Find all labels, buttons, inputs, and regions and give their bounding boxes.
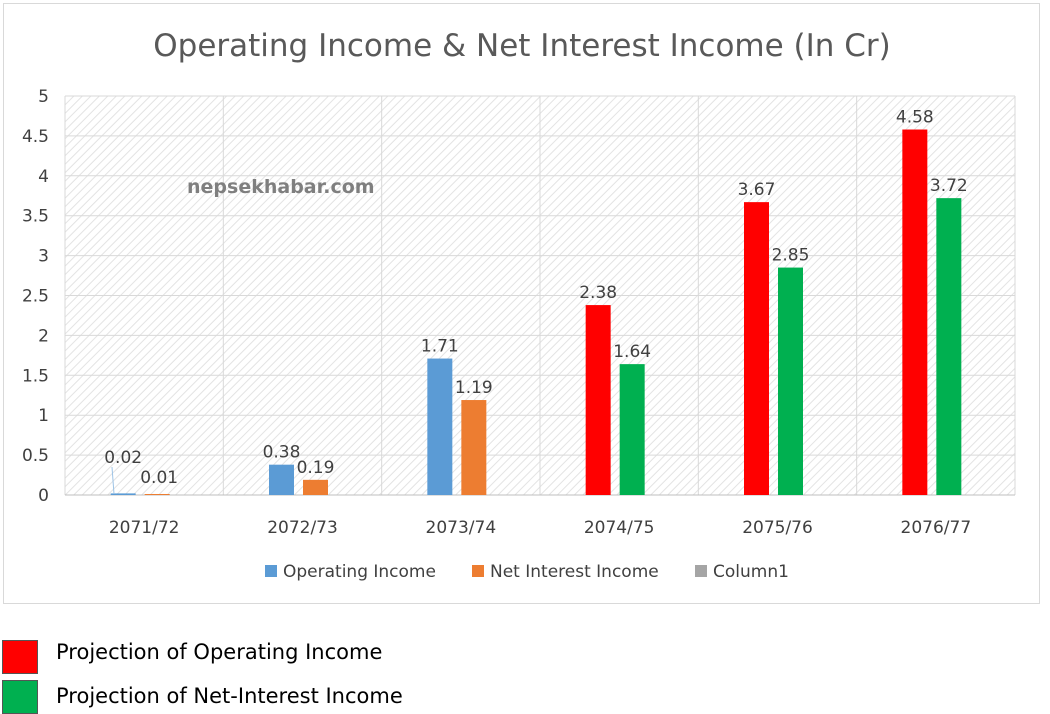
bar <box>778 267 803 495</box>
x-tick-label: 2073/74 <box>426 518 497 538</box>
legend-swatch <box>695 565 707 577</box>
y-tick-label: 2.5 <box>22 287 49 307</box>
x-tick-label: 2075/76 <box>742 518 813 538</box>
data-label: 1.19 <box>455 378 493 398</box>
bar-chart: Operating Income & Net Interest Income (… <box>22 28 1016 582</box>
legend-label: Operating Income <box>283 562 436 582</box>
bar <box>269 464 294 495</box>
x-tick-label: 2072/73 <box>267 518 338 538</box>
bar <box>902 129 928 495</box>
projection-operating-label: Projection of Operating Income <box>56 640 383 664</box>
leader-line <box>111 466 115 495</box>
x-tick-label: 2071/72 <box>109 518 180 538</box>
x-tick-label: 2074/75 <box>584 518 655 538</box>
data-label: 1.71 <box>421 337 459 357</box>
y-tick-label: 5 <box>38 87 49 107</box>
bar <box>427 358 453 495</box>
y-tick-label: 0.5 <box>22 446 49 466</box>
watermark: nepsekhabar.com <box>187 176 375 198</box>
y-tick-label: 4.5 <box>22 127 49 147</box>
data-label: 0.01 <box>140 468 178 488</box>
legend-swatch <box>472 565 484 577</box>
y-tick-label: 4 <box>38 167 49 187</box>
data-label: 2.85 <box>772 246 810 266</box>
chart-title: Operating Income & Net Interest Income (… <box>153 28 891 64</box>
data-label: 2.38 <box>579 283 617 303</box>
bar <box>303 479 328 495</box>
data-label: 3.72 <box>930 176 968 196</box>
y-tick-label: 2 <box>38 326 49 346</box>
data-label: 0.02 <box>104 448 142 468</box>
chart-frame: Operating Income & Net Interest Income (… <box>3 3 1040 604</box>
projection-operating-swatch <box>2 640 38 674</box>
bar <box>461 400 487 495</box>
data-label: 4.58 <box>896 108 934 128</box>
y-tick-label: 1.5 <box>22 366 49 386</box>
y-tick-label: 3.5 <box>22 207 49 227</box>
legend-swatch <box>265 565 277 577</box>
data-label: 3.67 <box>738 180 776 200</box>
y-tick-label: 1 <box>38 406 49 426</box>
bar <box>110 493 136 495</box>
bar <box>744 202 769 495</box>
data-label: 0.19 <box>297 458 335 478</box>
y-tick-label: 0 <box>38 486 49 506</box>
bar <box>144 494 170 495</box>
x-tick-label: 2076/77 <box>901 518 972 538</box>
y-tick-label: 3 <box>38 247 49 267</box>
projection-net-interest-swatch <box>2 680 38 714</box>
projection-net-interest-label: Projection of Net-Interest Income <box>56 684 403 708</box>
legend-label: Net Interest Income <box>490 562 659 582</box>
data-label: 0.38 <box>263 443 301 463</box>
bar <box>585 305 611 495</box>
legend-label: Column1 <box>713 562 789 582</box>
bar <box>619 364 645 495</box>
bar <box>936 198 962 496</box>
data-label: 1.64 <box>613 342 651 362</box>
